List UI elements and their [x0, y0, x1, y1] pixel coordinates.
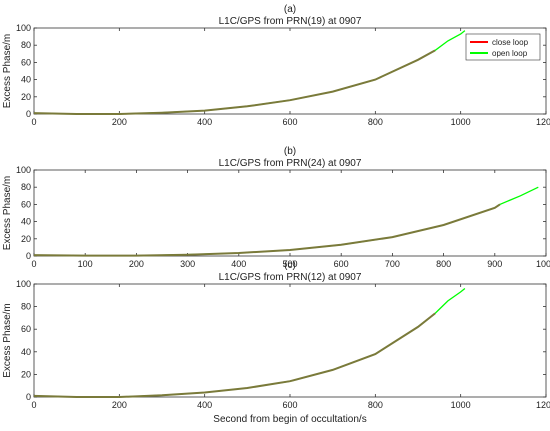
- x-tick-label: 400: [197, 400, 212, 410]
- y-tick-label: 80: [21, 182, 31, 192]
- series-close-loop: [33, 312, 436, 398]
- panel-label: (a): [284, 4, 296, 15]
- legend-box: [465, 33, 541, 61]
- plot-area: [33, 283, 547, 398]
- x-tick-label: 1000: [451, 400, 471, 410]
- x-tick-label: 200: [129, 259, 144, 269]
- x-tick-label: 400: [197, 117, 212, 127]
- x-tick-label: 200: [112, 117, 127, 127]
- x-tick-label: 800: [436, 259, 451, 269]
- series-open-loop: [33, 287, 466, 398]
- chart-title: L1C/GPS from PRN(12) at 0907: [219, 272, 362, 283]
- x-tick-label: 300: [180, 259, 195, 269]
- legend-label: close loop: [492, 38, 529, 47]
- x-tick-label: 0: [31, 117, 36, 127]
- y-tick-label: 60: [21, 324, 31, 334]
- y-tick-label: 100: [16, 23, 31, 33]
- x-tick-label: 1000: [536, 259, 550, 269]
- y-tick-label: 100: [16, 279, 31, 289]
- x-tick-label: 900: [487, 259, 502, 269]
- chart-title: L1C/GPS from PRN(19) at 0907: [219, 16, 362, 27]
- x-tick-label: 400: [231, 259, 246, 269]
- y-tick-label: 80: [21, 302, 31, 312]
- y-tick-label: 20: [21, 234, 31, 244]
- plot-area: [33, 169, 547, 257]
- x-tick-label: 1000: [451, 117, 471, 127]
- x-tick-label: 500: [282, 259, 297, 269]
- y-tick-label: 0: [26, 251, 31, 261]
- panel-label: (c): [284, 260, 296, 271]
- x-tick-label: 800: [368, 400, 383, 410]
- legend-label: open loop: [492, 49, 528, 58]
- y-tick-label: 60: [21, 199, 31, 209]
- x-tick-label: 0: [31, 259, 36, 269]
- series-open-loop: [33, 186, 539, 257]
- x-tick-label: 600: [282, 117, 297, 127]
- series-close-loop: [33, 203, 501, 257]
- y-tick-label: 40: [21, 347, 31, 357]
- y-tick-label: 100: [16, 165, 31, 175]
- y-axis-label: Excess Phase/m: [2, 34, 13, 108]
- y-tick-label: 20: [21, 92, 31, 102]
- x-axis-label: Second from begin of occultation/s: [213, 414, 366, 425]
- y-tick-label: 60: [21, 57, 31, 67]
- series-open-loop: [33, 30, 466, 115]
- x-tick-label: 200: [112, 400, 127, 410]
- y-axis-label: Excess Phase/m: [2, 303, 13, 377]
- x-tick-label: 600: [282, 400, 297, 410]
- y-tick-label: 40: [21, 75, 31, 85]
- x-tick-label: 800: [368, 117, 383, 127]
- y-tick-label: 40: [21, 217, 31, 227]
- series-close-loop: [33, 49, 436, 115]
- chart-title: L1C/GPS from PRN(24) at 0907: [219, 158, 362, 169]
- x-tick-label: 700: [385, 259, 400, 269]
- panel-label: (b): [284, 146, 296, 157]
- x-tick-label: 100: [78, 259, 93, 269]
- x-tick-label: 600: [334, 259, 349, 269]
- y-axis-label: Excess Phase/m: [2, 176, 13, 250]
- y-tick-label: 0: [26, 392, 31, 402]
- y-tick-label: 80: [21, 40, 31, 50]
- y-tick-label: 20: [21, 369, 31, 379]
- x-tick-label: 0: [31, 400, 36, 410]
- y-tick-label: 0: [26, 109, 31, 119]
- legend: close loop open loop: [465, 33, 541, 61]
